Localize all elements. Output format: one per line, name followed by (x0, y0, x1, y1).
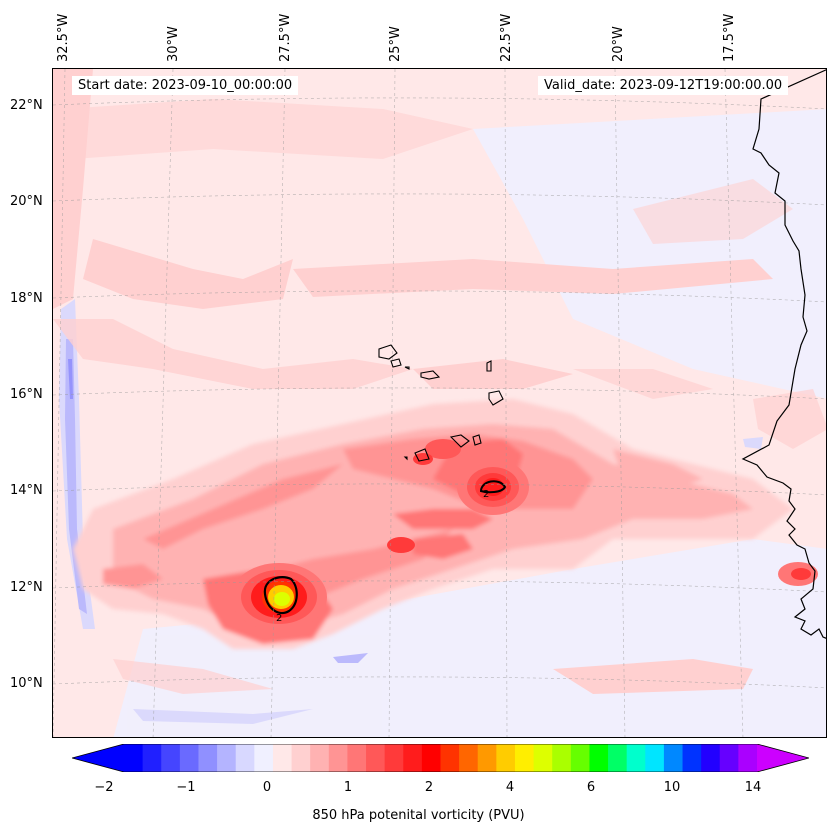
colorbar-cell (626, 744, 646, 772)
pv-vortex-west: 2 (231, 563, 327, 631)
colorbar-tick: −2 (94, 780, 114, 795)
lat-label-18n: 18°N (10, 291, 43, 306)
colorbar-cell (421, 744, 441, 772)
contour-label-west: 2 (276, 613, 282, 624)
colorbar-cell (328, 744, 348, 772)
lon-label-17-5w: 17.5°W (722, 13, 737, 62)
colorbar-tick: 2 (424, 780, 434, 795)
pv-patches (387, 439, 818, 586)
colorbar-extend-low (72, 744, 124, 772)
colorbar-tick: 10 (663, 780, 681, 795)
colorbar-cell (161, 744, 181, 772)
colorbar-cell (291, 744, 311, 772)
colorbar-cell (682, 744, 702, 772)
lon-label-27-5w: 27.5°W (278, 13, 293, 62)
colorbar-cell (142, 744, 162, 772)
colorbar-cell (496, 744, 516, 772)
contour-label-east: 2 (483, 489, 489, 500)
africa-coastline (741, 69, 826, 639)
colorbar-tick: −1 (176, 780, 196, 795)
lon-label-30w: 30°W (166, 26, 181, 62)
colorbar-tick: 1 (343, 780, 353, 795)
colorbar-cell (254, 744, 274, 772)
lat-label-10n: 10°N (10, 676, 43, 691)
colorbar-cell (719, 744, 739, 772)
lon-label-25w: 25°W (388, 26, 403, 62)
colorbar-cell (663, 744, 683, 772)
colorbar-cell (552, 744, 572, 772)
colorbar-tick: 4 (505, 780, 515, 795)
colorbar-cell (514, 744, 534, 772)
colorbar-cell (198, 744, 218, 772)
colorbar-cell (589, 744, 609, 772)
lon-label-22-5w: 22.5°W (499, 13, 514, 62)
colorbar-cell (403, 744, 423, 772)
colorbar-extend-high (757, 744, 809, 772)
map-panel: 2 2 (52, 68, 827, 738)
colorbar-cell (384, 744, 404, 772)
colorbar-cell (366, 744, 386, 772)
lon-label-32-5w: 32.5°W (56, 13, 71, 62)
colorbar-cell (459, 744, 479, 772)
cape-verde-islands (378, 344, 504, 462)
colorbar-cell (310, 744, 330, 772)
colorbar-cell (124, 744, 144, 772)
lat-label-14n: 14°N (10, 483, 43, 498)
colorbar-cell (570, 744, 590, 772)
colorbar-cell (272, 744, 292, 772)
colorbar-cell (235, 744, 255, 772)
colorbar-tick: 6 (586, 780, 596, 795)
positive-pv-bands (53, 69, 826, 694)
lat-label-22n: 22°N (10, 98, 43, 113)
colorbar-tick: 0 (262, 780, 272, 795)
colorbar-cell (440, 744, 460, 772)
lat-label-12n: 12°N (10, 580, 43, 595)
colorbar-cell (533, 744, 553, 772)
colorbar-cell (477, 744, 497, 772)
pv-vortex-east: 2 (457, 459, 529, 515)
lat-label-20n: 20°N (10, 194, 43, 209)
colorbar-cell (738, 744, 758, 772)
colorbar-cell (645, 744, 665, 772)
valid-date-label: Valid_date: 2023-09-12T19:00:00.00 (538, 76, 789, 95)
colorbar (72, 744, 809, 772)
colorbar-tick: 14 (744, 780, 762, 795)
lat-label-16n: 16°N (10, 387, 43, 402)
start-date-label: Start date: 2023-09-10_00:00:00 (72, 76, 299, 95)
colorbar-label: 850 hPa potenital vorticity (PVU) (312, 808, 525, 823)
pv-field-map: 2 2 (53, 69, 826, 737)
colorbar-cell (217, 744, 237, 772)
colorbar-cell (179, 744, 199, 772)
lon-label-20w: 20°W (611, 26, 626, 62)
graticule (53, 69, 826, 737)
colorbar-cell (347, 744, 367, 772)
colorbar-cell (701, 744, 721, 772)
colorbar-cell (608, 744, 628, 772)
